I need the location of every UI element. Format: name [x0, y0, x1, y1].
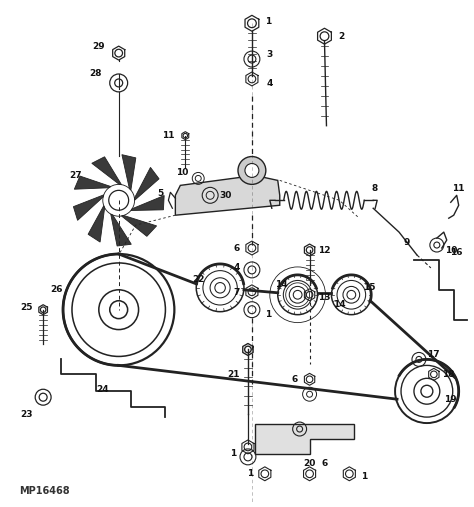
- Text: 2: 2: [338, 32, 345, 41]
- Text: 19: 19: [445, 394, 457, 404]
- Text: 5: 5: [157, 189, 164, 198]
- Text: 29: 29: [92, 42, 105, 51]
- Text: 8: 8: [371, 184, 377, 193]
- Text: 10: 10: [445, 245, 457, 255]
- Polygon shape: [73, 195, 104, 221]
- Text: MP16468: MP16468: [19, 486, 70, 496]
- Text: 6: 6: [292, 375, 298, 384]
- Circle shape: [245, 163, 259, 177]
- Circle shape: [293, 291, 302, 299]
- Text: 6: 6: [321, 459, 328, 468]
- Text: 3: 3: [267, 50, 273, 59]
- Text: 27: 27: [70, 171, 82, 180]
- Text: 10: 10: [176, 168, 189, 177]
- Circle shape: [202, 188, 218, 203]
- Polygon shape: [88, 206, 105, 242]
- Text: 7: 7: [234, 288, 240, 297]
- Text: 22: 22: [192, 275, 204, 284]
- Text: 12: 12: [318, 245, 331, 255]
- Text: 17: 17: [428, 350, 440, 359]
- Text: 1: 1: [264, 310, 271, 319]
- Text: 14: 14: [275, 280, 288, 289]
- Text: 24: 24: [97, 385, 109, 394]
- Polygon shape: [255, 424, 354, 454]
- Circle shape: [215, 282, 225, 293]
- Circle shape: [238, 157, 266, 185]
- Text: 26: 26: [50, 285, 62, 294]
- Polygon shape: [135, 167, 159, 200]
- Text: 18: 18: [443, 370, 455, 379]
- Text: 20: 20: [303, 459, 316, 468]
- Text: 11: 11: [162, 131, 174, 140]
- Text: 4: 4: [234, 264, 240, 272]
- Text: 14: 14: [333, 300, 346, 309]
- Text: 6: 6: [234, 243, 240, 252]
- Text: 28: 28: [90, 69, 102, 79]
- Text: 13: 13: [318, 293, 331, 302]
- Text: 9: 9: [404, 238, 410, 246]
- Text: 23: 23: [20, 410, 33, 419]
- Text: 1: 1: [264, 17, 271, 26]
- Polygon shape: [121, 215, 156, 236]
- Polygon shape: [111, 214, 131, 246]
- Circle shape: [347, 291, 356, 299]
- Text: 16: 16: [450, 247, 463, 257]
- Text: 1: 1: [247, 469, 253, 478]
- Polygon shape: [122, 155, 136, 190]
- Text: 1: 1: [230, 449, 236, 458]
- Text: 4: 4: [266, 80, 273, 88]
- Polygon shape: [92, 157, 121, 185]
- Polygon shape: [131, 196, 164, 210]
- Text: 1: 1: [361, 472, 367, 481]
- Polygon shape: [175, 175, 280, 215]
- Text: 21: 21: [227, 370, 239, 379]
- Text: 11: 11: [453, 184, 465, 193]
- Text: 15: 15: [363, 283, 375, 293]
- Text: 25: 25: [20, 303, 33, 312]
- Polygon shape: [74, 176, 111, 189]
- Circle shape: [109, 190, 128, 210]
- Text: 30: 30: [219, 191, 231, 200]
